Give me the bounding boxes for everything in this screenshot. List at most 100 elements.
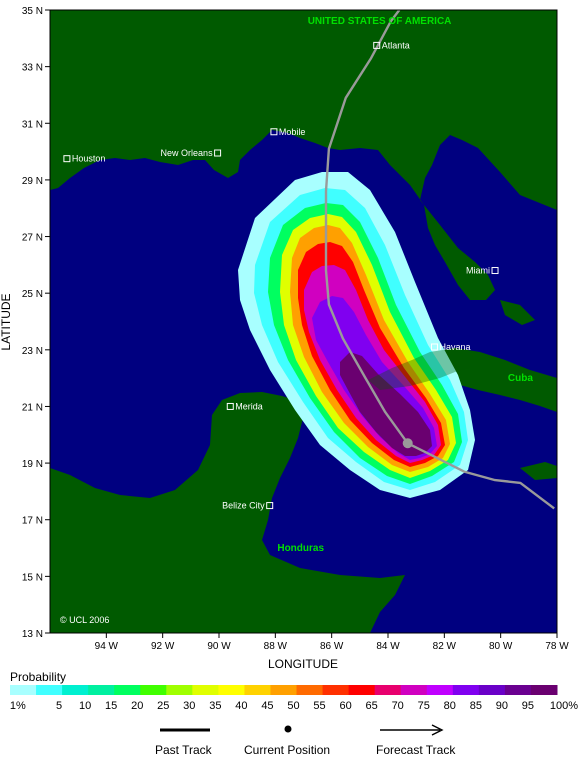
city-label: New Orleans [161, 148, 214, 158]
land-cuba-overlay [368, 348, 470, 390]
land-central-america [50, 392, 405, 633]
lat-tick-label: 33 N [22, 63, 43, 74]
legend-swatch [244, 685, 271, 695]
lon-tick-label: 78 W [545, 641, 569, 652]
legend-label: 15 [105, 700, 117, 712]
lat-tick-label: 15 N [22, 572, 43, 583]
lat-tick-label: 21 N [22, 402, 43, 413]
legend-label: 20 [131, 700, 143, 712]
lon-tick-label: 94 W [95, 641, 119, 652]
legend-swatch [426, 685, 454, 695]
lon-tick-label: 88 W [264, 641, 288, 652]
legend-swatch [452, 685, 480, 695]
country-label: Cuba [508, 373, 533, 384]
forecast-arrow-icon [431, 724, 444, 736]
lat-tick-label: 25 N [22, 289, 43, 300]
legend-label-last: 100% [550, 700, 578, 712]
land-jamaica [520, 462, 557, 480]
legend-swatch [504, 685, 532, 695]
legend-label: 10 [79, 700, 91, 712]
legend-label: 40 [235, 700, 247, 712]
legend-label: 95 [522, 700, 534, 712]
legend-label-first: 1% [10, 700, 26, 712]
current-position-marker [402, 438, 413, 449]
legend-label: 70 [392, 700, 404, 712]
city-marker [63, 155, 71, 163]
city-marker [270, 128, 278, 136]
country-labels: UNITED STATES OF AMERICA Cuba Honduras [277, 16, 533, 554]
city-marker [491, 267, 499, 275]
legend-label: 75 [418, 700, 430, 712]
city-marker [226, 402, 234, 410]
storm-track [324, 10, 555, 510]
forecast-track-label: Forecast Track [376, 743, 456, 757]
legend-swatch [348, 685, 376, 695]
legend-label: 50 [287, 700, 299, 712]
lon-tick-label: 84 W [376, 641, 400, 652]
city-label: Mobile [279, 127, 306, 137]
legend-swatch [478, 685, 506, 695]
legend-swatch [192, 685, 219, 695]
legend-label: 45 [261, 700, 273, 712]
past-track-label: Past Track [155, 743, 213, 757]
city-label: Houston [72, 154, 106, 164]
latitude-ticks: 13 N 15 N 17 N 19 N 21 N 23 N 25 N 27 N 29 N 31 N… [22, 6, 50, 640]
legend-swatch [62, 685, 89, 695]
legend-swatch [530, 685, 558, 695]
lon-tick-label: 92 W [151, 641, 175, 652]
legend-label: 5 [56, 700, 62, 712]
land-usa [50, 10, 557, 300]
legend-label: 85 [470, 700, 482, 712]
city-label: Merida [235, 401, 263, 411]
legend-swatch [218, 685, 245, 695]
city-label: Miami [466, 266, 490, 276]
legend-swatch [400, 685, 428, 695]
country-label: UNITED STATES OF AMERICA [308, 16, 452, 27]
probability-cone [238, 172, 475, 498]
copyright-text: © UCL 2006 [60, 615, 109, 625]
legend-swatch [114, 685, 141, 695]
lat-tick-label: 31 N [22, 119, 43, 130]
lat-tick-label: 29 N [22, 176, 43, 187]
legend-swatch [296, 685, 324, 695]
legend-swatch [36, 685, 63, 695]
probability-legend-labels: 1% 5 10 15 20 25 30 35 40 45 50 55 60 65 70 75 80 85 90 95 1… [10, 700, 578, 712]
legend-label: 80 [444, 700, 456, 712]
city-label: Belize City [222, 501, 265, 511]
longitude-ticks: 94 W 92 W 90 W 88 W 86 W 84 W 82 W 80 W 78 W [95, 633, 569, 652]
prob-band-95 [340, 352, 432, 456]
lat-tick-label: 17 N [22, 516, 43, 527]
lon-tick-label: 86 W [320, 641, 344, 652]
city-marker [266, 502, 274, 510]
legend-swatch [374, 685, 402, 695]
city-marker [214, 149, 222, 157]
city-label: Havana [439, 342, 470, 352]
legend-swatch [322, 685, 350, 695]
legend-label: 60 [339, 700, 351, 712]
legend-swatch [166, 685, 193, 695]
lat-tick-label: 27 N [22, 233, 43, 244]
legend-title: Probability [10, 670, 66, 684]
legend-swatch [88, 685, 115, 695]
legend-swatch [140, 685, 167, 695]
legend-label: 90 [496, 700, 508, 712]
legend-label: 35 [209, 700, 221, 712]
legend-label: 55 [313, 700, 325, 712]
lon-tick-label: 80 W [489, 641, 513, 652]
plot-frame [49, 9, 558, 634]
probability-legend-bar [10, 685, 558, 695]
city-marker [373, 41, 381, 49]
x-axis-title: LONGITUDE [268, 657, 338, 671]
lon-tick-label: 90 W [207, 641, 231, 652]
city-label: Atlanta [382, 40, 410, 50]
legend-swatch [10, 685, 37, 695]
current-position-sample [284, 725, 292, 733]
land-bahamas [500, 300, 535, 325]
lat-tick-label: 35 N [22, 6, 43, 17]
city-marker [430, 343, 438, 351]
legend-label: 30 [183, 700, 195, 712]
lat-tick-label: 19 N [22, 459, 43, 470]
lat-tick-label: 23 N [22, 346, 43, 357]
legend-label: 65 [366, 700, 378, 712]
legend-swatch [270, 685, 298, 695]
